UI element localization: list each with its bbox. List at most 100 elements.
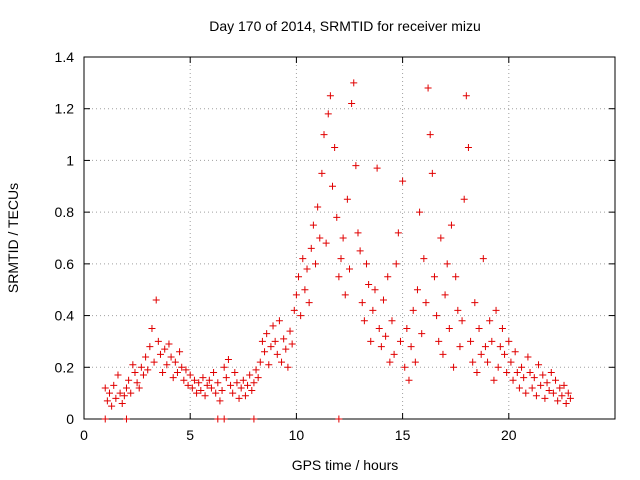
- data-point: [520, 374, 528, 382]
- data-point: [244, 381, 252, 389]
- data-point: [447, 221, 455, 229]
- data-point: [375, 325, 383, 332]
- chart-title: Day 170 of 2014, SRMTID for receiver miz…: [209, 18, 481, 34]
- data-point: [275, 317, 283, 325]
- data-point: [154, 337, 162, 345]
- data-point: [498, 325, 506, 332]
- data-point: [386, 358, 394, 366]
- data-point: [263, 330, 271, 338]
- data-point: [295, 273, 303, 281]
- data-point: [479, 255, 487, 263]
- data-point: [210, 368, 218, 376]
- y-tick-label: 1.2: [55, 101, 75, 117]
- data-point: [214, 415, 222, 423]
- data-point: [484, 358, 492, 366]
- data-point: [286, 327, 294, 335]
- data-point: [416, 208, 424, 216]
- data-point: [462, 92, 470, 100]
- data-point: [418, 330, 426, 338]
- data-point: [131, 368, 139, 376]
- data-point: [452, 273, 460, 281]
- data-point: [348, 100, 356, 108]
- data-point: [426, 131, 434, 139]
- data-point: [439, 350, 447, 358]
- data-point: [326, 92, 334, 100]
- data-point: [490, 376, 498, 384]
- data-point: [428, 169, 436, 177]
- data-point: [182, 366, 190, 374]
- data-point: [388, 317, 396, 325]
- data-point: [280, 335, 288, 343]
- data-point: [549, 389, 557, 397]
- data-point: [545, 387, 553, 395]
- data-point: [473, 368, 481, 376]
- data-point: [135, 384, 143, 392]
- data-point: [339, 234, 347, 242]
- data-point: [560, 381, 568, 389]
- data-point: [392, 260, 400, 268]
- y-axis-label: SRMTID / TECUs: [5, 183, 21, 293]
- data-point: [324, 110, 332, 118]
- data-point: [494, 363, 502, 371]
- data-point: [524, 353, 532, 361]
- data-point: [522, 389, 530, 397]
- data-point: [365, 281, 373, 289]
- data-point: [411, 358, 419, 366]
- data-point: [108, 402, 116, 410]
- data-point: [231, 368, 239, 376]
- data-point: [358, 299, 366, 307]
- data-point: [254, 374, 262, 382]
- data-point: [301, 286, 309, 294]
- data-point: [547, 368, 555, 376]
- x-tick-label: 10: [289, 427, 305, 443]
- data-point: [137, 363, 145, 371]
- data-point: [469, 358, 477, 366]
- data-point: [450, 363, 458, 371]
- data-point: [454, 306, 462, 314]
- data-point: [159, 368, 167, 376]
- data-point: [316, 234, 324, 242]
- data-point: [481, 343, 489, 351]
- data-point: [456, 343, 464, 351]
- data-point: [156, 350, 164, 358]
- data-point: [305, 299, 313, 307]
- data-point: [101, 384, 109, 392]
- y-tick-label: 0: [66, 411, 74, 427]
- data-point: [273, 350, 281, 358]
- data-point: [554, 397, 562, 405]
- data-point: [216, 397, 224, 405]
- data-point: [369, 306, 377, 314]
- data-point: [507, 358, 515, 366]
- data-point: [337, 255, 345, 263]
- data-point: [384, 273, 392, 281]
- data-point: [460, 195, 468, 203]
- data-points: [101, 79, 574, 423]
- data-point: [163, 361, 171, 369]
- data-point: [110, 381, 118, 389]
- data-point: [562, 399, 570, 407]
- data-point: [528, 384, 536, 392]
- data-point: [261, 348, 269, 356]
- x-tick-label: 15: [395, 427, 411, 443]
- data-point: [167, 353, 175, 361]
- data-point: [335, 415, 343, 423]
- data-point: [343, 195, 351, 203]
- data-point: [564, 389, 572, 397]
- data-point: [354, 229, 362, 237]
- data-point: [322, 239, 330, 247]
- data-point: [307, 244, 315, 252]
- data-point: [105, 389, 113, 397]
- data-point: [377, 343, 385, 351]
- data-point: [360, 317, 368, 325]
- data-point: [488, 337, 496, 345]
- data-point: [394, 229, 402, 237]
- data-point: [373, 164, 381, 172]
- data-point: [122, 415, 130, 423]
- data-point: [150, 358, 158, 366]
- data-point: [558, 392, 566, 400]
- data-point: [248, 387, 256, 395]
- x-tick-label: 20: [501, 427, 517, 443]
- data-point: [309, 221, 317, 229]
- data-point: [430, 273, 438, 281]
- data-point: [180, 376, 188, 384]
